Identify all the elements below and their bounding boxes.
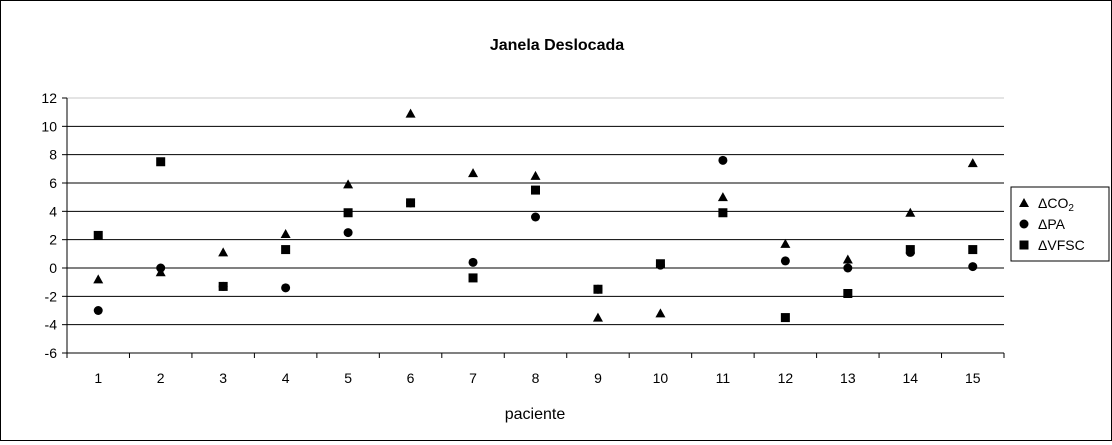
- data-point-triangle: [592, 312, 603, 322]
- x-tick-label: 7: [469, 370, 477, 386]
- x-tick-label: 6: [407, 370, 415, 386]
- axes: [62, 97, 1005, 358]
- data-point-circle: [843, 263, 853, 273]
- legend-marker-triangle: [1019, 198, 1029, 207]
- x-tick-label: 8: [532, 370, 540, 386]
- data-point-square: [93, 230, 103, 240]
- y-tick-label: 2: [49, 232, 57, 248]
- data-point-square: [218, 281, 228, 291]
- data-point-square: [905, 245, 915, 255]
- data-point-square: [968, 245, 978, 255]
- legend-marker-square: [1019, 240, 1029, 250]
- data-point-triangle: [93, 274, 104, 284]
- x-tick-label: 9: [594, 370, 602, 386]
- data-point-triangle: [717, 192, 728, 202]
- data-point-triangle: [655, 308, 666, 318]
- legend-label: ΔPA: [1038, 216, 1066, 232]
- x-tick-label: 15: [965, 370, 981, 386]
- y-tick-label: 0: [49, 260, 57, 276]
- y-tick-label: -4: [45, 317, 58, 333]
- data-point-square: [780, 313, 790, 323]
- legend-label: ΔCO2: [1038, 195, 1074, 214]
- x-tick-label: 4: [282, 370, 290, 386]
- data-point-triangle: [343, 179, 354, 189]
- data-point-square: [718, 208, 728, 218]
- data-point-circle: [281, 283, 291, 293]
- data-point-square: [156, 157, 166, 167]
- data-point-triangle: [530, 170, 541, 180]
- x-tick-label: 5: [344, 370, 352, 386]
- data-point-triangle: [218, 247, 229, 257]
- data-point-square: [406, 198, 416, 208]
- data-point-circle: [780, 256, 790, 266]
- x-tick-label: 3: [219, 370, 227, 386]
- y-tick-label: 4: [49, 203, 57, 219]
- data-point-triangle: [905, 207, 916, 217]
- y-tick-label: 6: [49, 175, 57, 191]
- data-point-circle: [468, 257, 478, 267]
- gridlines: [67, 97, 1004, 326]
- y-tick-label: 10: [41, 118, 57, 134]
- data-markers: [93, 108, 978, 323]
- y-tick-label: -6: [45, 345, 58, 361]
- x-axis-title: paciente: [505, 406, 566, 423]
- data-point-triangle: [967, 158, 978, 168]
- legend-label: ΔVFSC: [1038, 237, 1085, 253]
- legend-label-subscript: 2: [1068, 203, 1074, 214]
- data-point-triangle: [780, 238, 791, 248]
- data-point-triangle: [468, 168, 479, 178]
- x-tick-label: 1: [94, 370, 102, 386]
- data-point-square: [343, 208, 353, 218]
- x-tick-label: 12: [778, 370, 794, 386]
- chart-title: Janela Deslocada: [490, 37, 624, 54]
- x-tick-label: 10: [653, 370, 669, 386]
- data-point-triangle: [842, 254, 853, 264]
- data-point-circle: [531, 212, 540, 222]
- data-point-circle: [93, 306, 103, 315]
- x-tick-label: 11: [716, 370, 731, 386]
- data-point-circle: [968, 262, 978, 272]
- data-point-square: [843, 289, 853, 298]
- data-point-circle: [156, 263, 166, 273]
- y-tick-label: -2: [45, 288, 58, 304]
- y-tick-label: 8: [49, 147, 57, 163]
- legend-marker-circle: [1019, 219, 1029, 229]
- data-point-circle: [343, 228, 353, 238]
- y-tick-labels: -6 -4 -2 0 2 4 6 8 10 12: [41, 90, 57, 361]
- data-point-square: [468, 273, 478, 283]
- data-point-square: [593, 284, 603, 294]
- data-point-square: [531, 185, 540, 195]
- legend: ΔCO2 ΔPA ΔVFSC: [1010, 186, 1110, 262]
- x-tick-label: 14: [903, 370, 919, 386]
- data-point-circle: [718, 155, 728, 165]
- x-tick-label: 2: [157, 370, 165, 386]
- data-point-square: [655, 259, 665, 269]
- x-tick-labels: 1 2 3 4 5 6 7 8 9 10 11 12 13 14 15: [94, 370, 980, 386]
- data-point-square: [281, 245, 291, 255]
- x-tick-label: 13: [840, 370, 856, 386]
- data-point-triangle: [280, 229, 291, 238]
- data-point-triangle: [405, 108, 416, 118]
- y-tick-label: 12: [41, 90, 57, 106]
